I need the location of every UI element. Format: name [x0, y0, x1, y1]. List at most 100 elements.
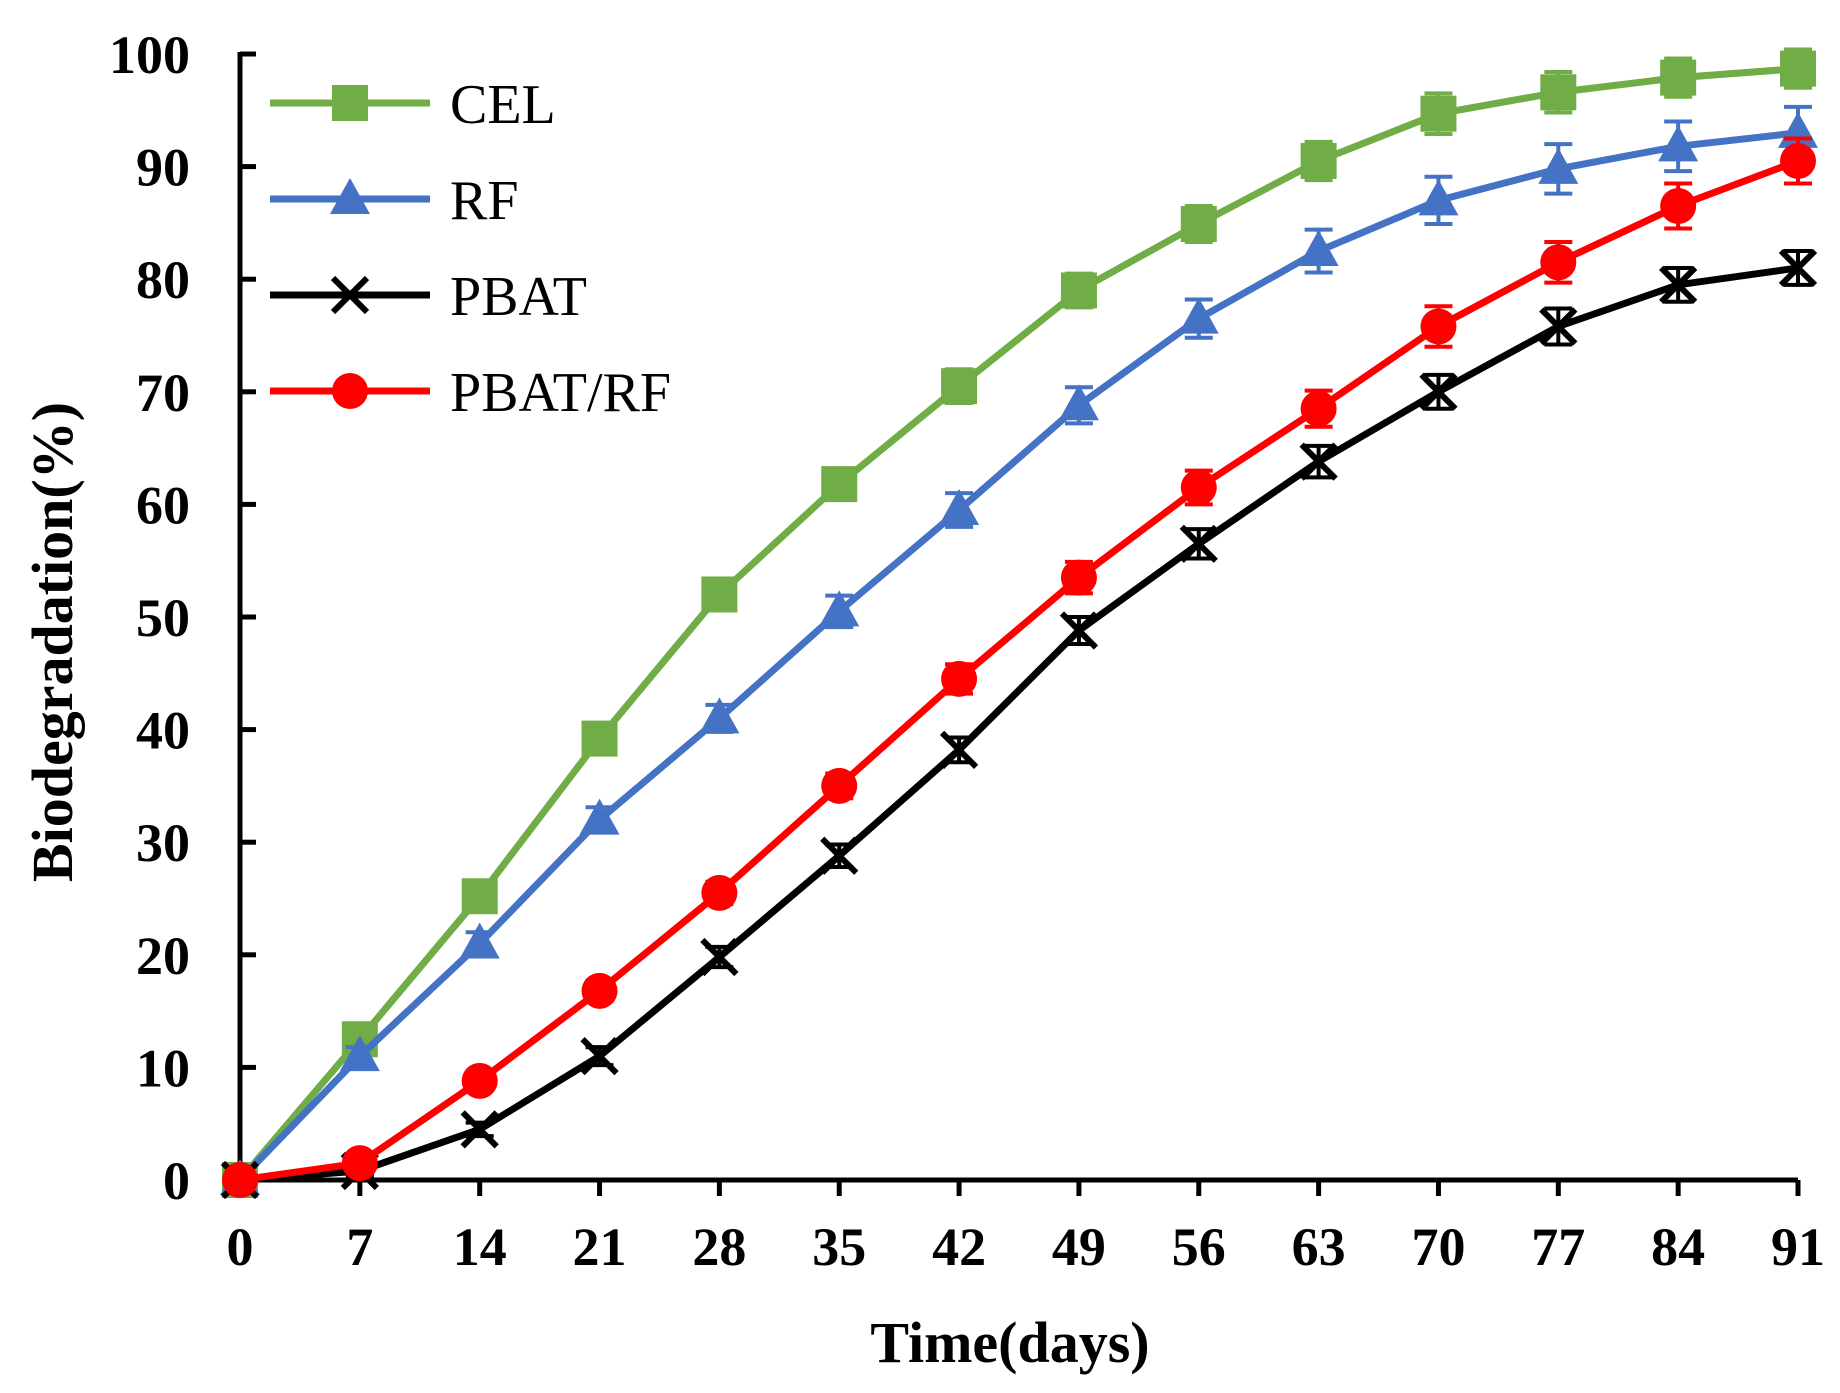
- legend-label-cel: CEL: [450, 74, 556, 136]
- x-tick-label-63: 63: [1292, 1217, 1346, 1277]
- point-rf-28: [699, 697, 740, 734]
- x-tick-label-49: 49: [1052, 1217, 1106, 1277]
- point-pbat-77: [1539, 307, 1578, 346]
- point-pbat-rf-77: [1540, 244, 1577, 281]
- point-pbat-49-stroke-b: [1059, 611, 1099, 650]
- y-tick-label-60: 60: [136, 475, 190, 535]
- point-rf-49: [1058, 384, 1099, 421]
- point-cel-84: [1660, 59, 1697, 96]
- point-cel-21: [581, 720, 618, 757]
- point-rf-42: [939, 489, 980, 526]
- legend-marker-pbat-rf: [332, 373, 368, 409]
- series-line-cel: [237, 65, 1799, 1183]
- x-tick-label-84: 84: [1651, 1217, 1705, 1277]
- legend-label-pbat-rf: PBAT/RF: [450, 362, 671, 424]
- legend-item-pbat-rf: PBAT/RF: [270, 362, 671, 424]
- point-rf-35: [819, 590, 860, 627]
- y-tick-label-50: 50: [136, 588, 190, 648]
- series-rf: [220, 104, 1818, 1195]
- series-pbat-rf: [222, 136, 1816, 1198]
- y-axis-title: Biodegradation(%): [20, 402, 85, 882]
- point-pbat-rf-84: [1660, 188, 1697, 225]
- point-pbat-42-stroke-b: [939, 730, 979, 769]
- point-pbat-28-stroke-b: [700, 937, 739, 977]
- y-tick-label-0: 0: [163, 1151, 190, 1211]
- point-rf-7: [339, 1035, 380, 1072]
- point-pbat-42: [939, 730, 979, 769]
- point-pbat-rf-28: [701, 874, 738, 911]
- legend-marker-pbat-stroke-b: [330, 275, 370, 315]
- point-pbat-35: [820, 836, 859, 875]
- x-tick-label-70: 70: [1411, 1217, 1465, 1277]
- point-pbat-91-stroke-b: [1778, 248, 1818, 288]
- point-pbat-84: [1659, 265, 1698, 304]
- point-pbat-21-stroke-b: [580, 1037, 619, 1076]
- point-pbat-14: [460, 1110, 499, 1149]
- point-pbat-rf-14: [461, 1062, 498, 1099]
- point-cel-56: [1180, 206, 1217, 243]
- legend-item-cel: CEL: [270, 74, 556, 136]
- x-tick-label-28: 28: [692, 1217, 746, 1277]
- legend-item-pbat: PBAT: [270, 266, 587, 328]
- y-tick-label-70: 70: [136, 363, 190, 423]
- series-layer: [220, 47, 1818, 1200]
- legend-label-rf: RF: [450, 170, 519, 232]
- x-tick-label-77: 77: [1531, 1217, 1585, 1277]
- legend-item-rf: RF: [270, 170, 519, 232]
- point-pbat-77-stroke-b: [1539, 307, 1578, 346]
- point-cel-91: [1780, 50, 1816, 87]
- legend-marker-pbat: [330, 275, 370, 315]
- point-cel-14: [461, 878, 498, 915]
- x-tick-label-14: 14: [453, 1217, 507, 1277]
- y-tick-label-40: 40: [136, 701, 190, 761]
- point-pbat-63-stroke-b: [1299, 442, 1338, 481]
- point-pbat-rf-42: [941, 660, 978, 697]
- legend-label-pbat: PBAT: [450, 266, 587, 328]
- x-tick-label-21: 21: [573, 1217, 627, 1277]
- point-pbat-70-stroke-b: [1419, 372, 1458, 411]
- x-tick-label-91: 91: [1771, 1217, 1825, 1277]
- point-rf-63: [1298, 230, 1339, 267]
- x-tick-label-7: 7: [346, 1217, 373, 1277]
- point-pbat-49: [1059, 611, 1099, 650]
- point-cel-77: [1540, 74, 1577, 111]
- point-cel-70: [1420, 95, 1457, 132]
- point-pbat-28: [700, 937, 739, 977]
- point-pbat-70: [1419, 372, 1458, 411]
- point-pbat-63: [1299, 442, 1338, 481]
- legend-marker-rf: [330, 178, 370, 214]
- point-cel-35: [821, 466, 858, 503]
- axes: 0 10 20 30 40 50 60 70 80 90 100 0 7 14 21 28 35 42 49 56 63…: [109, 25, 1825, 1277]
- point-rf-14: [459, 922, 500, 959]
- point-pbat-rf-70: [1420, 308, 1457, 345]
- series-line-pbat: [239, 264, 1799, 1184]
- point-pbat-rf-56: [1180, 469, 1217, 506]
- point-pbat-rf-63: [1300, 390, 1337, 427]
- point-rf-70: [1418, 179, 1459, 216]
- point-cel-63: [1300, 142, 1337, 179]
- series-line-pbat-rf: [239, 157, 1800, 1184]
- point-pbat-rf-0: [222, 1162, 258, 1198]
- point-rf-84: [1658, 125, 1699, 162]
- series-line-rf: [237, 129, 1799, 1183]
- x-tick-label-42: 42: [932, 1217, 986, 1277]
- series-cel: [222, 47, 1816, 1198]
- point-pbat-21: [580, 1037, 619, 1076]
- point-pbat-rf-21: [581, 972, 618, 1009]
- x-tick-label-56: 56: [1172, 1217, 1226, 1277]
- point-rf-56: [1178, 297, 1219, 334]
- point-pbat-rf-35: [821, 767, 858, 804]
- y-tick-label-30: 30: [136, 813, 190, 873]
- point-pbat-35-stroke-b: [820, 836, 859, 875]
- legend-marker-cel: [332, 85, 368, 121]
- y-tick-label-100: 100: [109, 25, 190, 85]
- point-pbat-14-stroke-b: [460, 1110, 499, 1149]
- legend: CEL RF PBAT PBAT/RF: [270, 74, 671, 424]
- y-tick-label-80: 80: [136, 250, 190, 310]
- point-pbat-56-stroke-b: [1179, 524, 1218, 563]
- y-tick-label-20: 20: [136, 926, 190, 986]
- point-pbat-rf-49: [1060, 559, 1097, 596]
- x-tick-label-0: 0: [227, 1217, 254, 1277]
